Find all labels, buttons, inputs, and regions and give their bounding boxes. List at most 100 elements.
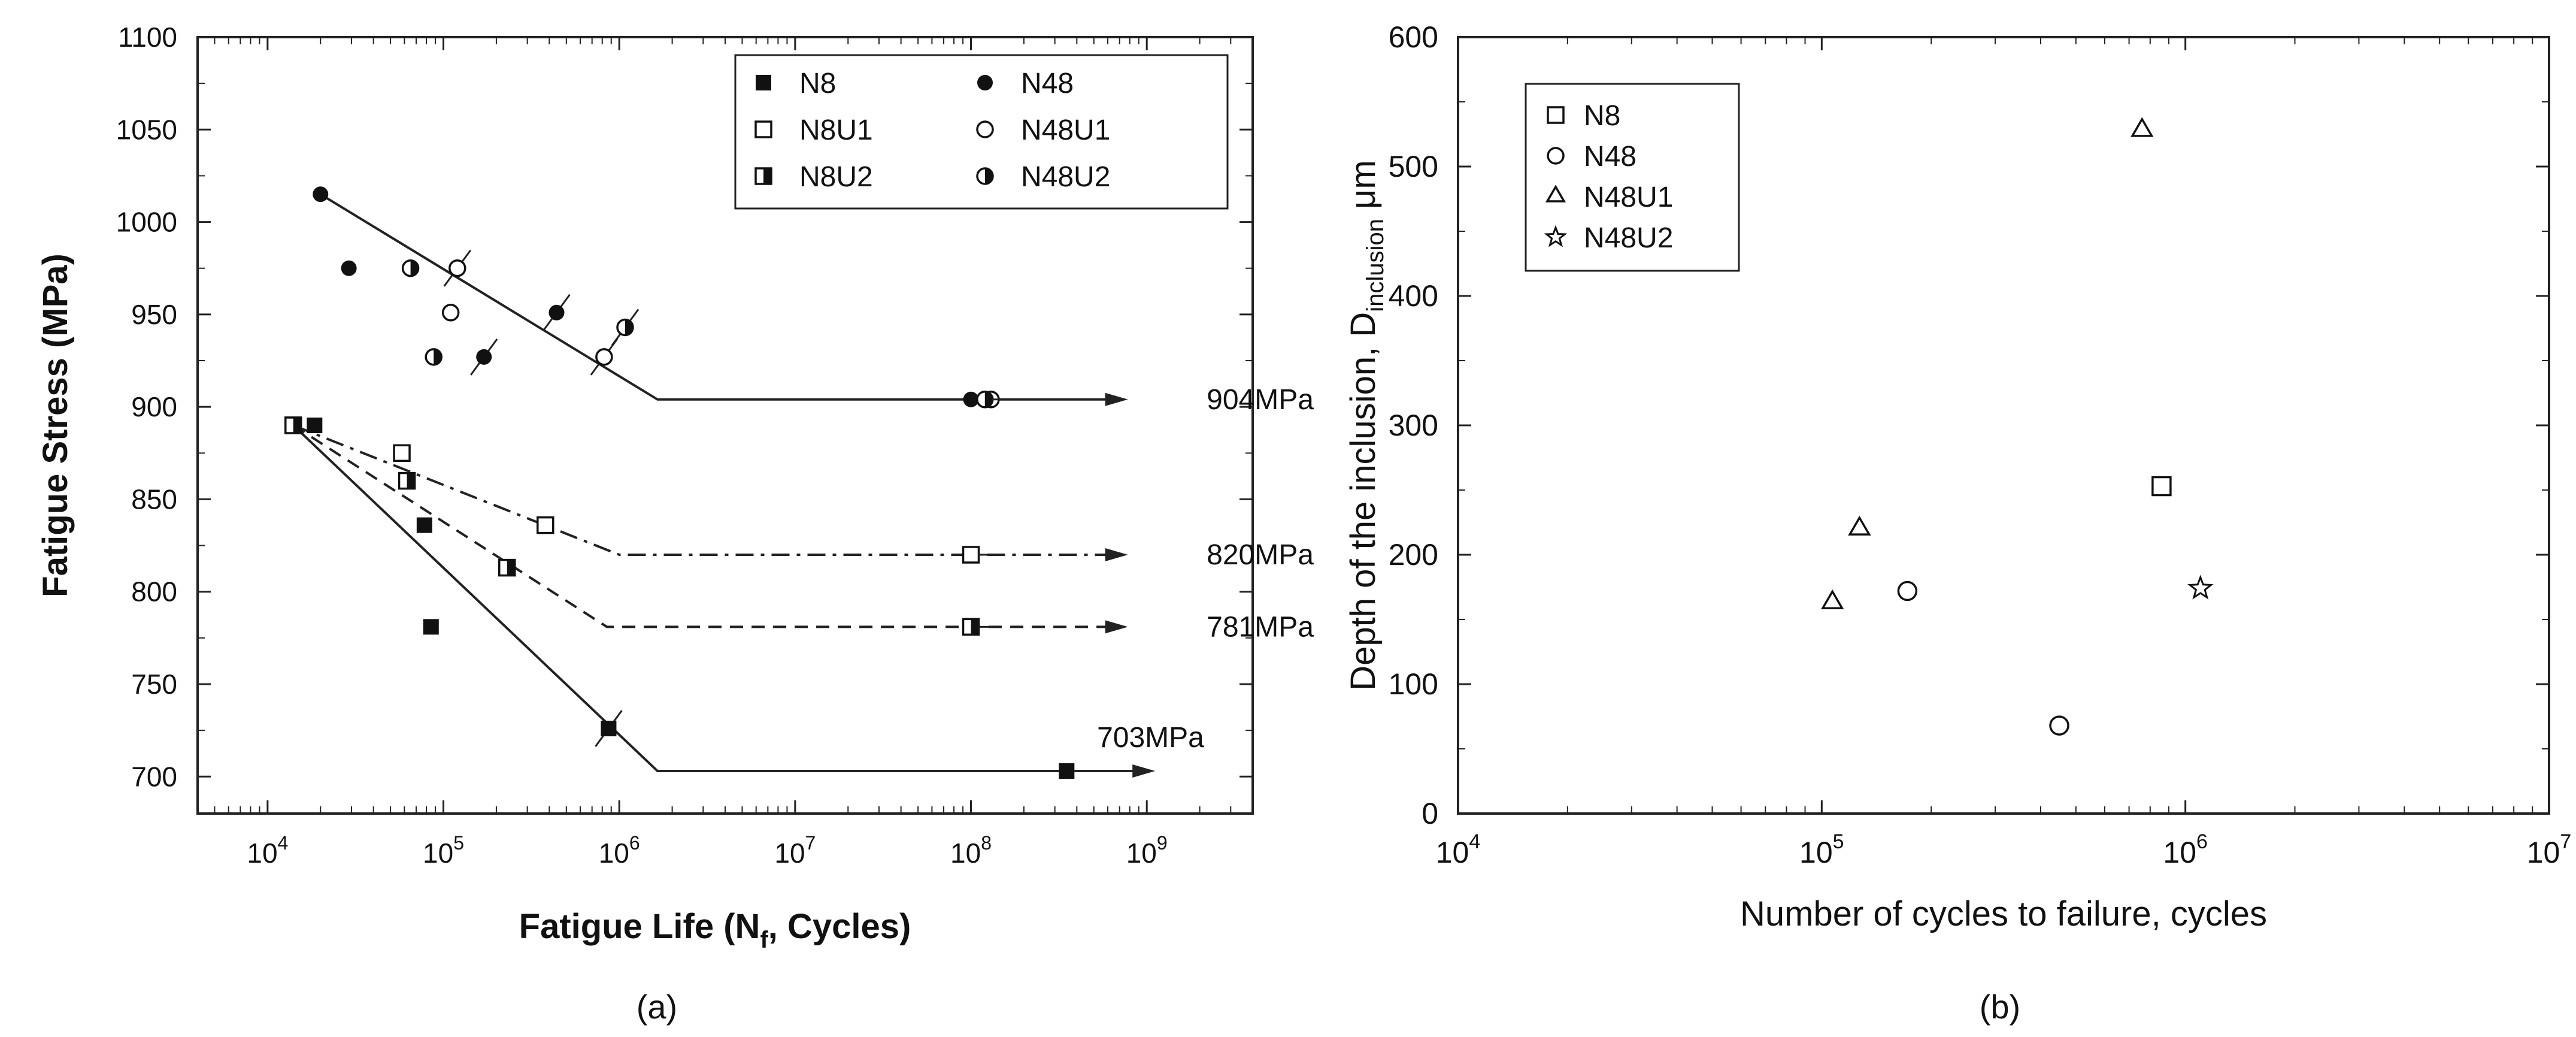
a-fit-label: 781MPa xyxy=(1207,611,1314,643)
panel-b-ylabel: Depth of the inclusion, Dinclusion μm xyxy=(1344,160,1389,690)
b-ytick-label: 300 xyxy=(1389,409,1438,442)
a-legend-label: N8U1 xyxy=(799,114,873,146)
a-xtick-base: 10 xyxy=(247,838,277,869)
a-point-n48u2-fill xyxy=(984,391,993,407)
a-legend-marker-n8u2-fill xyxy=(763,168,771,184)
a-point-n8u1 xyxy=(537,516,554,534)
b-xtick-label: 105 xyxy=(1799,830,1844,869)
a-fit-label: 703MPa xyxy=(1097,722,1204,754)
b-point-n48 xyxy=(2049,715,2069,736)
a-xtick-exp: 9 xyxy=(1157,832,1168,854)
a-legend-label: N8 xyxy=(799,68,836,99)
a-point-n8u2 xyxy=(284,416,302,434)
a-xtick-label: 108 xyxy=(950,832,992,869)
a-point-n8 xyxy=(416,517,432,533)
b-ytick-label: 100 xyxy=(1389,667,1438,701)
a-fit-line xyxy=(292,424,1147,773)
a-legend-label: N48U1 xyxy=(1021,114,1110,146)
a-point-n48u2 xyxy=(425,348,443,366)
a-point-n48 xyxy=(548,304,565,321)
a-legend-marker-n8u2 xyxy=(754,167,772,185)
a-xtick-base: 10 xyxy=(423,838,453,869)
a-xtick-label: 104 xyxy=(247,832,288,869)
panel-a-tick-labels: 104 105 106 107 108 1097007508008509009501000… xyxy=(116,22,1168,869)
b-xtick-exp: 6 xyxy=(2196,830,2208,853)
a-legend-marker-n8 xyxy=(756,75,771,90)
a-point-n48u1 xyxy=(595,348,613,366)
a-point-n48 xyxy=(963,391,979,407)
a-xtick-base: 10 xyxy=(950,838,981,869)
panel-a-markers xyxy=(284,186,1091,779)
a-point-n48u1 xyxy=(441,304,460,322)
a-point-n48u2-fill xyxy=(625,319,634,335)
b-legend-marker-n48u1 xyxy=(1545,185,1566,202)
a-ytick-label: 950 xyxy=(131,299,177,330)
panel-b-legend: N8 N48 N48U1 N48U2 xyxy=(1525,83,1740,272)
a-xtick-exp: 8 xyxy=(981,832,992,854)
b-ytick-label: 600 xyxy=(1389,20,1438,54)
panel-b-caption: (b) xyxy=(1980,988,2020,1026)
a-xtick-base: 10 xyxy=(1126,838,1157,869)
a-fit-label: 904MPa xyxy=(1207,384,1314,416)
a-legend-marker-n8u1 xyxy=(754,120,772,138)
a-ytick-label: 750 xyxy=(131,669,177,700)
b-xtick-base: 10 xyxy=(1436,836,1469,869)
panel-a-fit-labels: 904MPa 820MPa 781MPa 703MPa xyxy=(1097,384,1314,754)
a-fit-arrow xyxy=(1132,764,1156,778)
panel-a: 104 105 106 107 108 1097007508008509009501000… xyxy=(36,22,1314,1026)
a-legend-label: N48 xyxy=(1021,68,1074,99)
b-ytick-label: 400 xyxy=(1389,279,1438,313)
b-legend-label: N48U2 xyxy=(1584,222,1673,254)
a-point-n48 xyxy=(313,186,329,202)
a-ytick-label: 800 xyxy=(131,576,177,607)
b-point-n48u1 xyxy=(1820,589,1844,609)
a-fit-arrow xyxy=(1105,620,1128,634)
panel-b-xlabel: Number of cycles to failure, cycles xyxy=(1740,894,2267,933)
a-ytick-label: 700 xyxy=(131,761,177,792)
panel-a-ylabel: Fatigue Stress (MPa) xyxy=(36,253,75,597)
b-ytick-label: 0 xyxy=(1422,797,1438,830)
a-point-n8 xyxy=(307,418,323,433)
a-xtick-label: 107 xyxy=(774,832,816,869)
b-xtick-exp: 4 xyxy=(1469,830,1480,853)
a-point-n8 xyxy=(1059,763,1075,779)
a-xtick-label: 109 xyxy=(1126,832,1168,869)
a-point-n8u2-fill xyxy=(507,560,515,576)
a-fit-arrow xyxy=(1105,392,1128,406)
a-point-n48u2 xyxy=(401,259,420,277)
a-point-n8 xyxy=(601,721,617,737)
b-xtick-base: 10 xyxy=(1799,836,1833,869)
b-xtick-label: 104 xyxy=(1436,830,1481,869)
a-point-n8u2 xyxy=(398,471,416,490)
a-xtick-exp: 6 xyxy=(629,832,640,854)
a-point-n8u2-fill xyxy=(971,619,979,635)
a-fit-arrow xyxy=(1105,548,1128,561)
panel-b-markers xyxy=(1820,117,2214,736)
a-point-n8u2 xyxy=(962,618,980,636)
b-legend-marker-n48u2 xyxy=(1544,225,1568,247)
a-xtick-exp: 4 xyxy=(278,832,289,854)
a-point-n48u2 xyxy=(976,391,994,409)
b-ytick-label: 200 xyxy=(1389,538,1438,572)
a-point-n48 xyxy=(341,260,357,276)
panel-a-legend-entries: N8 N8U1 N8U2 N48 N48U1 N48U2 xyxy=(754,68,1110,193)
a-point-n8u2-fill xyxy=(293,418,301,433)
b-point-n48u2 xyxy=(2187,575,2214,600)
a-legend-label: N8U2 xyxy=(799,161,873,193)
b-xtick-base: 10 xyxy=(2527,836,2560,869)
a-point-n48u2-fill xyxy=(434,349,442,365)
b-legend-label: N48U1 xyxy=(1584,182,1673,213)
b-xtick-label: 106 xyxy=(2163,830,2208,869)
a-point-n8u1 xyxy=(962,546,980,564)
a-xtick-label: 106 xyxy=(599,832,640,869)
b-point-n48 xyxy=(1897,581,1918,601)
b-legend-marker-n48 xyxy=(1547,147,1565,165)
a-fit-line xyxy=(292,424,1120,628)
b-ytick-label: 500 xyxy=(1389,150,1438,183)
panel-a-legend: N8 N8U1 N8U2 N48 N48U1 N48U2 xyxy=(734,54,1229,210)
b-point-n48u1 xyxy=(1848,515,1871,536)
a-xtick-base: 10 xyxy=(599,838,629,869)
b-legend-marker-n8 xyxy=(1547,106,1565,124)
a-point-n8 xyxy=(423,619,439,635)
